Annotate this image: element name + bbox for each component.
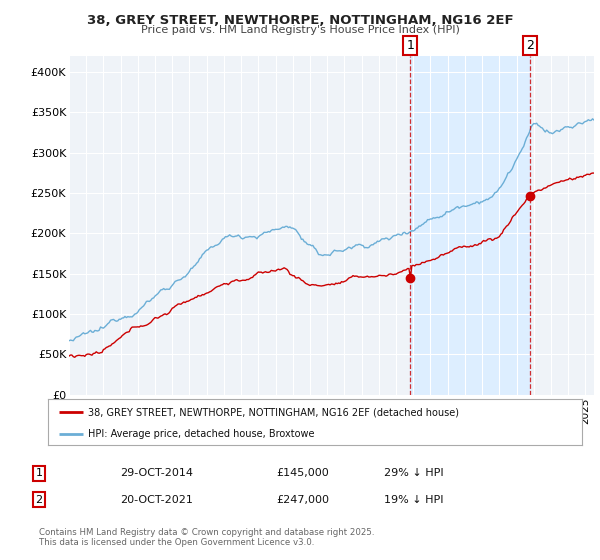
Text: £247,000: £247,000 — [276, 494, 329, 505]
Text: 2: 2 — [35, 494, 43, 505]
Text: 2: 2 — [526, 39, 534, 52]
Text: 1: 1 — [406, 39, 414, 52]
Text: HPI: Average price, detached house, Broxtowe: HPI: Average price, detached house, Brox… — [88, 429, 314, 438]
Text: 1: 1 — [35, 468, 43, 478]
Text: 38, GREY STREET, NEWTHORPE, NOTTINGHAM, NG16 2EF: 38, GREY STREET, NEWTHORPE, NOTTINGHAM, … — [86, 14, 514, 27]
Text: Contains HM Land Registry data © Crown copyright and database right 2025.
This d: Contains HM Land Registry data © Crown c… — [39, 528, 374, 547]
Text: 38, GREY STREET, NEWTHORPE, NOTTINGHAM, NG16 2EF (detached house): 38, GREY STREET, NEWTHORPE, NOTTINGHAM, … — [88, 407, 459, 417]
Text: Price paid vs. HM Land Registry's House Price Index (HPI): Price paid vs. HM Land Registry's House … — [140, 25, 460, 35]
Text: 20-OCT-2021: 20-OCT-2021 — [120, 494, 193, 505]
Text: £145,000: £145,000 — [276, 468, 329, 478]
Text: 19% ↓ HPI: 19% ↓ HPI — [384, 494, 443, 505]
Bar — [410, 56, 530, 395]
Text: 29-OCT-2014: 29-OCT-2014 — [120, 468, 193, 478]
Text: 29% ↓ HPI: 29% ↓ HPI — [384, 468, 443, 478]
